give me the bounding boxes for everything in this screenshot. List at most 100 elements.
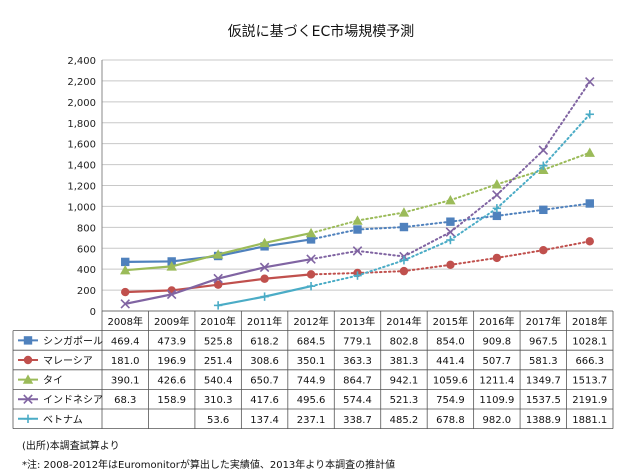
series-name: シンガポール <box>43 335 103 347</box>
data-label: 1028.1 <box>572 336 607 347</box>
data-table: 2008年 2009年 2010年 2011年 2012年 2013年 2014年 2015年… <box>12 310 614 430</box>
data-label: 540.4 <box>204 376 233 387</box>
series-lines <box>120 76 595 310</box>
data-point <box>260 292 269 301</box>
series-line-segment <box>402 231 452 258</box>
y-tick-label: 2,200 <box>67 77 96 88</box>
data-point <box>213 273 223 284</box>
series-line-segment <box>310 274 359 288</box>
data-point <box>212 249 224 259</box>
series-3 <box>120 147 595 275</box>
data-label: 1109.9 <box>479 395 514 406</box>
data-point <box>492 211 502 221</box>
data-point <box>305 227 317 238</box>
x-category-label: 2016年 <box>479 315 514 328</box>
data-point <box>121 257 130 267</box>
data-label: 237.1 <box>297 415 326 426</box>
data-point <box>23 336 33 345</box>
data-point <box>213 280 223 289</box>
series-line-segment <box>310 219 359 235</box>
data-point <box>120 299 130 309</box>
data-point <box>22 374 34 384</box>
data-point <box>259 262 270 273</box>
series-line-segment <box>171 253 219 268</box>
data-label: 426.6 <box>157 376 186 387</box>
data-label: 473.9 <box>157 336 186 347</box>
x-category-label: 2013年 <box>340 315 375 328</box>
data-point <box>445 194 456 205</box>
data-point <box>121 287 130 297</box>
x-category-label: 2015年 <box>433 315 468 328</box>
chart-title: 仮説に基づくEC市場規模予測 <box>228 23 415 40</box>
series-line-segment <box>449 207 498 242</box>
series-line-segment <box>356 259 405 277</box>
series-4 <box>120 76 595 309</box>
data-label: 684.5 <box>297 336 326 347</box>
data-label: 2191.9 <box>572 395 607 406</box>
data-label: 779.1 <box>343 336 372 347</box>
series-line-segment <box>356 249 405 258</box>
x-category-label: 2017年 <box>526 315 561 328</box>
x-category-label: 2008年 <box>108 315 143 328</box>
data-label: 507.7 <box>483 356 512 367</box>
series-line-segment <box>356 270 405 275</box>
data-point <box>306 235 316 244</box>
x-category-label: 2012年 <box>293 315 328 328</box>
series-name: ベトナム <box>43 414 83 426</box>
data-label: 1881.1 <box>572 415 607 426</box>
data-point <box>352 215 363 225</box>
series-line-segment <box>402 199 452 214</box>
data-point <box>120 265 131 275</box>
y-tick-label: 0 <box>90 307 96 318</box>
data-label: 909.8 <box>483 336 512 347</box>
data-label: 417.6 <box>250 395 279 406</box>
y-tick-label: 400 <box>77 265 96 276</box>
data-label: 802.8 <box>390 336 419 347</box>
series-line-segment <box>402 239 452 262</box>
data-label: 967.5 <box>529 336 558 347</box>
series-line-segment <box>402 263 452 273</box>
data-point <box>353 225 362 234</box>
series-line-segment <box>542 80 591 152</box>
data-label: 754.9 <box>436 395 465 406</box>
data-label: 574.4 <box>343 395 372 406</box>
data-label: 485.2 <box>390 415 419 426</box>
data-label: 181.0 <box>111 356 140 367</box>
series-line-segment <box>310 228 359 241</box>
data-label: 1059.6 <box>433 376 468 387</box>
data-point <box>585 76 595 87</box>
data-point <box>23 355 33 365</box>
data-point <box>399 266 409 276</box>
data-label: 338.7 <box>343 415 372 426</box>
data-label: 441.4 <box>436 356 465 367</box>
series-line-segment <box>495 249 545 259</box>
y-tick-label: 1,600 <box>67 140 96 151</box>
data-point <box>353 271 362 280</box>
data-point <box>399 222 409 232</box>
series-name: マレーシア <box>43 356 93 367</box>
series-line-segment <box>264 258 312 269</box>
data-point <box>260 274 269 283</box>
data-point <box>259 237 270 248</box>
series-name: インドネシア <box>43 394 103 406</box>
data-point <box>213 301 223 310</box>
series-1 <box>121 199 594 267</box>
data-point <box>352 246 363 256</box>
series-line-segment <box>217 245 265 258</box>
series-line-segment <box>542 151 591 171</box>
series-line-segment <box>125 293 172 305</box>
data-label: 1349.7 <box>526 376 561 387</box>
data-label: 854.0 <box>436 336 465 347</box>
data-label: 53.6 <box>207 415 229 426</box>
data-label: 308.6 <box>250 356 279 367</box>
data-point <box>538 145 549 155</box>
series-line-segment <box>542 240 591 252</box>
series-line-segment <box>264 285 312 298</box>
data-label: 350.1 <box>297 356 326 367</box>
data-label: 618.2 <box>250 336 279 347</box>
series-line-segment <box>217 295 265 307</box>
series-name: タイ <box>43 375 63 387</box>
series-line-segment <box>125 289 172 294</box>
series-line-segment <box>310 272 359 276</box>
data-point <box>539 161 548 170</box>
